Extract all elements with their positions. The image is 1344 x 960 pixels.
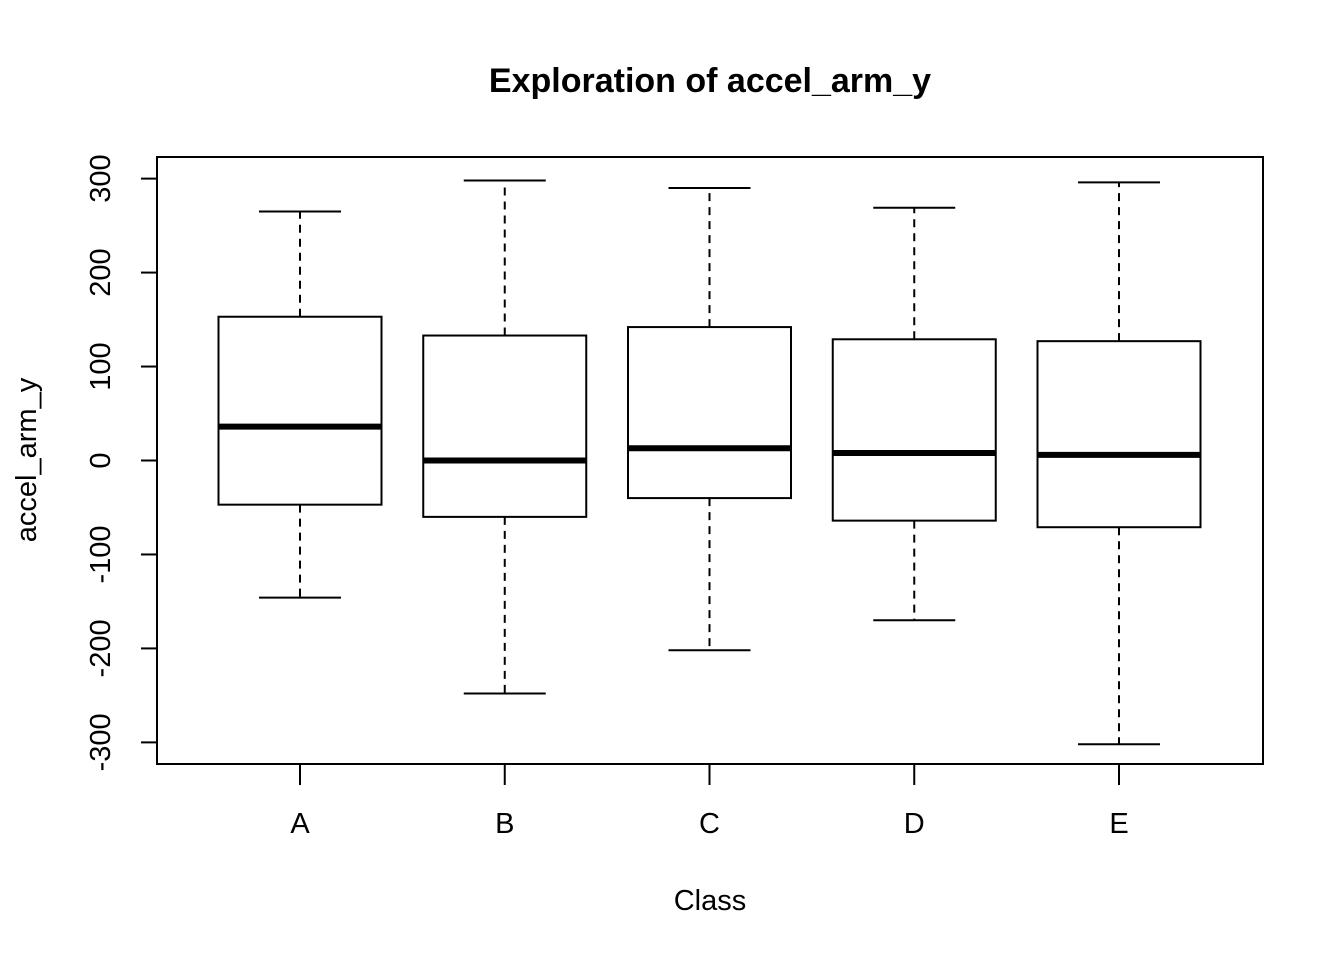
box-E bbox=[1036, 181, 1202, 746]
iqr-box-B bbox=[422, 334, 588, 518]
y-tick-label-0: -300 bbox=[85, 713, 117, 771]
y-tick-label-3: 0 bbox=[85, 452, 117, 468]
y-tick-label-2: -100 bbox=[85, 525, 117, 583]
box-A bbox=[217, 210, 383, 599]
x-tick-label-1: B bbox=[495, 808, 514, 840]
box-B bbox=[422, 179, 588, 695]
boxes-layer bbox=[217, 179, 1202, 746]
iqr-box-A bbox=[217, 315, 383, 506]
x-tick-label-4: E bbox=[1109, 808, 1128, 840]
chart-title: Exploration of accel_arm_y bbox=[489, 62, 931, 100]
y-tick-label-1: -200 bbox=[85, 619, 117, 677]
box-C bbox=[627, 187, 792, 652]
iqr-box-E bbox=[1036, 340, 1202, 529]
y-tick-label-6: 300 bbox=[85, 154, 117, 202]
box-D bbox=[831, 206, 997, 622]
x-tick-label-2: C bbox=[699, 808, 720, 840]
x-tick-label-0: A bbox=[290, 808, 310, 840]
y-axis-label: accel_arm_y bbox=[11, 377, 43, 542]
x-tick-label-3: D bbox=[904, 808, 925, 840]
iqr-box-D bbox=[831, 338, 997, 522]
x-axis-label: Class bbox=[674, 885, 747, 917]
y-axis: -300 -200 -100 0 100 200 300 bbox=[85, 154, 157, 771]
y-tick-label-4: 100 bbox=[85, 342, 117, 390]
x-axis: A B C D E bbox=[290, 764, 1129, 840]
iqr-box-C bbox=[627, 326, 792, 500]
y-tick-label-5: 200 bbox=[85, 248, 117, 296]
